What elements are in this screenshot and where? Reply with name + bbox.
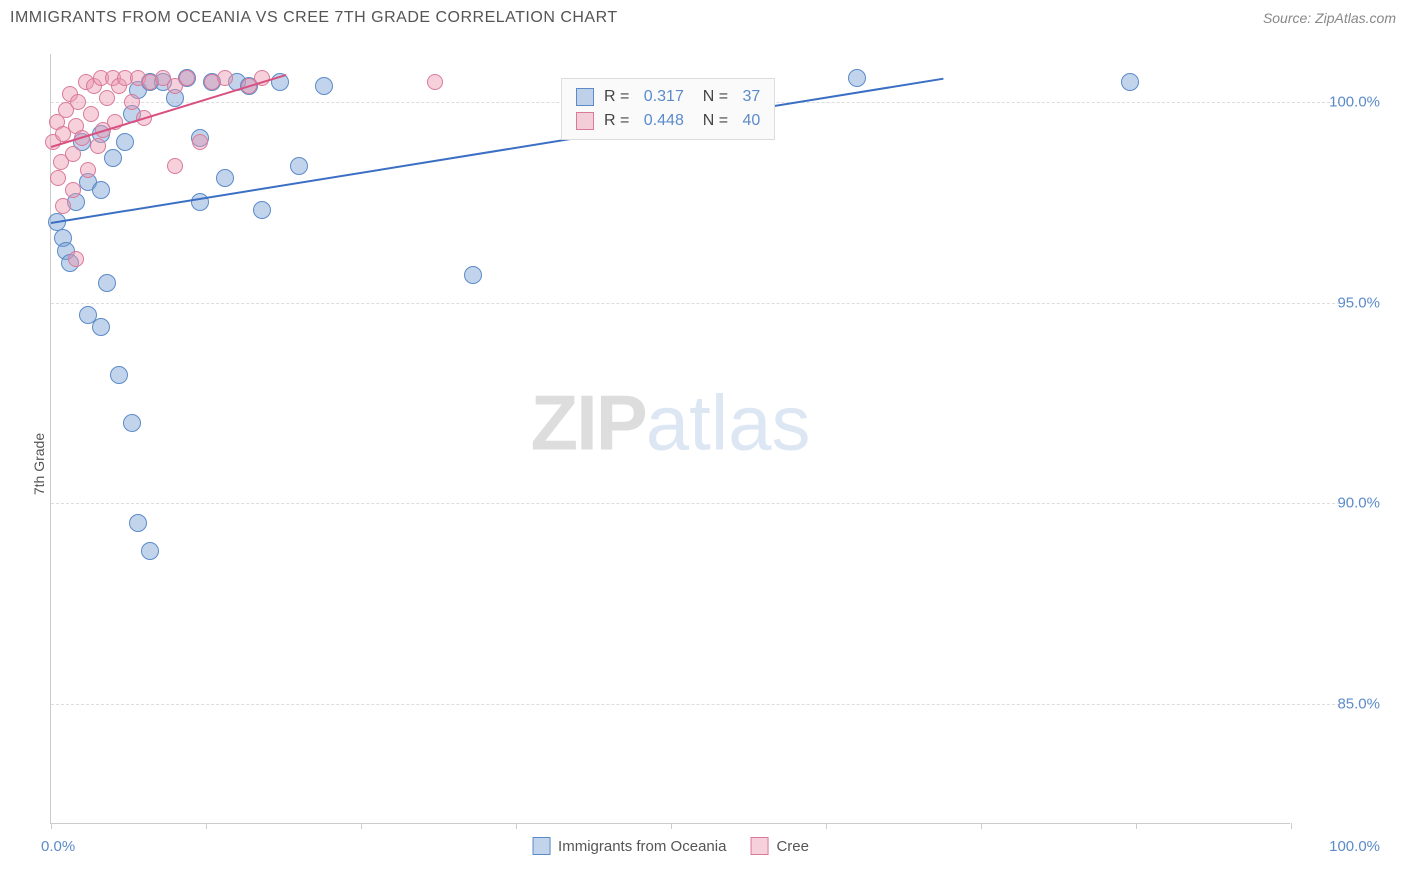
stats-r-value: 0.448 — [644, 109, 684, 133]
scatter-point — [123, 414, 141, 432]
scatter-point — [1121, 73, 1139, 91]
gridline-h — [51, 704, 1340, 705]
legend-swatch — [576, 112, 594, 130]
y-tick-label: 90.0% — [1300, 495, 1380, 512]
scatter-point — [427, 74, 443, 90]
scatter-point — [216, 169, 234, 187]
x-tick-mark — [206, 823, 207, 829]
x-tick-mark — [361, 823, 362, 829]
scatter-point — [80, 162, 96, 178]
source-value: ZipAtlas.com — [1315, 10, 1396, 26]
x-tick-mark — [981, 823, 982, 829]
stats-r-value: 0.317 — [644, 85, 684, 109]
bottom-legend: Immigrants from Oceania Cree — [532, 837, 809, 855]
scatter-point — [192, 134, 208, 150]
scatter-point — [110, 366, 128, 384]
legend-item: Cree — [750, 837, 809, 855]
legend-swatch — [750, 837, 768, 855]
watermark-atlas: atlas — [646, 379, 811, 467]
scatter-point — [68, 251, 84, 267]
legend-swatch — [532, 837, 550, 855]
scatter-point — [315, 77, 333, 95]
stats-n-label: N = — [694, 109, 733, 133]
chart-header: IMMIGRANTS FROM OCEANIA VS CREE 7TH GRAD… — [10, 0, 1396, 36]
scatter-point — [98, 274, 116, 292]
gridline-h — [51, 303, 1340, 304]
scatter-point — [92, 318, 110, 336]
scatter-point — [104, 149, 122, 167]
scatter-point — [124, 94, 140, 110]
stats-n-label: N = — [694, 85, 733, 109]
scatter-point — [464, 266, 482, 284]
plot-region: ZIPatlas 100.0%95.0%90.0%85.0%0.0%100.0%… — [50, 54, 1290, 824]
x-tick-mark — [826, 823, 827, 829]
scatter-point — [55, 198, 71, 214]
y-tick-label: 100.0% — [1300, 94, 1380, 111]
scatter-point — [116, 133, 134, 151]
legend-label: Immigrants from Oceania — [558, 838, 726, 855]
stats-n-value: 37 — [743, 85, 761, 109]
y-tick-label: 85.0% — [1300, 695, 1380, 712]
stats-r-label: R = — [604, 85, 634, 109]
scatter-point — [50, 170, 66, 186]
y-axis-label: 7th Grade — [31, 433, 47, 495]
legend-item: Immigrants from Oceania — [532, 837, 726, 855]
stats-row: R = 0.317 N = 37 — [576, 85, 760, 109]
gridline-h — [51, 503, 1340, 504]
scatter-point — [217, 70, 233, 86]
trend-line — [51, 78, 944, 224]
source-prefix: Source: — [1263, 10, 1315, 26]
x-tick-mark — [1291, 823, 1292, 829]
x-tick-label-max: 100.0% — [1329, 838, 1380, 855]
scatter-point — [90, 138, 106, 154]
scatter-point — [167, 158, 183, 174]
scatter-point — [83, 106, 99, 122]
stats-row: R = 0.448 N = 40 — [576, 109, 760, 133]
scatter-point — [65, 182, 81, 198]
scatter-point — [65, 146, 81, 162]
scatter-point — [141, 542, 159, 560]
chart-area: 7th Grade ZIPatlas 100.0%95.0%90.0%85.0%… — [0, 36, 1406, 892]
x-tick-mark — [51, 823, 52, 829]
legend-swatch — [576, 88, 594, 106]
x-tick-mark — [671, 823, 672, 829]
scatter-point — [179, 70, 195, 86]
stats-r-label: R = — [604, 109, 634, 133]
watermark: ZIPatlas — [530, 378, 810, 469]
x-tick-mark — [1136, 823, 1137, 829]
y-tick-label: 95.0% — [1300, 294, 1380, 311]
legend-label: Cree — [776, 838, 809, 855]
chart-title: IMMIGRANTS FROM OCEANIA VS CREE 7TH GRAD… — [10, 9, 618, 27]
scatter-point — [253, 201, 271, 219]
scatter-point — [92, 181, 110, 199]
scatter-point — [290, 157, 308, 175]
stats-legend-box: R = 0.317 N = 37R = 0.448 N = 40 — [561, 78, 775, 140]
scatter-point — [848, 69, 866, 87]
x-tick-label-min: 0.0% — [41, 838, 75, 855]
scatter-point — [99, 90, 115, 106]
stats-n-value: 40 — [743, 109, 761, 133]
x-tick-mark — [516, 823, 517, 829]
source-label: Source: ZipAtlas.com — [1263, 10, 1396, 26]
watermark-zip: ZIP — [530, 379, 645, 467]
scatter-point — [129, 514, 147, 532]
